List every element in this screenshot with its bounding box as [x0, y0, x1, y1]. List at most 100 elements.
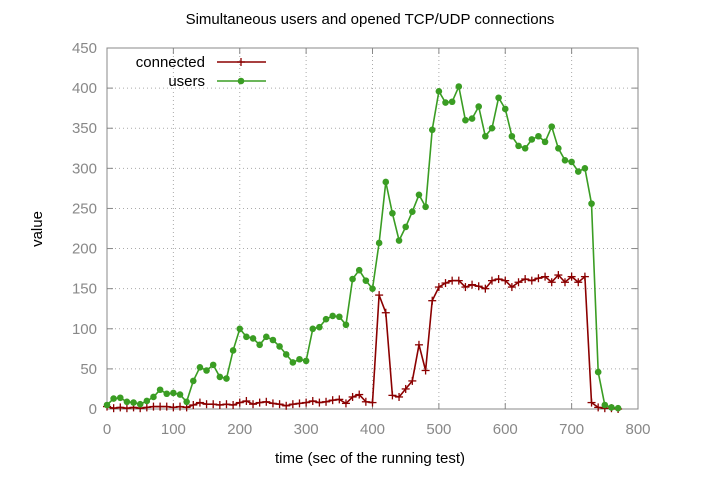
data-point-connected	[487, 276, 496, 285]
data-point-users	[216, 373, 224, 381]
x-tick-label: 800	[625, 421, 650, 438]
data-point-connected	[322, 397, 331, 406]
data-point-users	[170, 389, 177, 397]
data-point-users	[329, 312, 336, 320]
data-point-connected	[401, 384, 410, 393]
data-point-connected	[468, 280, 477, 289]
data-point-connected	[288, 400, 297, 409]
data-point-users	[203, 367, 210, 374]
data-point-connected	[381, 308, 390, 317]
series-line-connected	[106, 273, 619, 410]
data-point-connected	[189, 400, 198, 409]
data-point-users	[116, 394, 124, 402]
data-point-users	[409, 208, 416, 215]
y-tick-label: 150	[72, 281, 97, 298]
data-point-connected	[461, 283, 470, 292]
y-axis-label: value	[29, 211, 46, 247]
data-point-connected	[554, 271, 563, 280]
x-tick-label: 700	[559, 421, 584, 438]
data-point-users	[428, 126, 436, 134]
data-point-users	[369, 285, 376, 292]
data-point-users	[130, 399, 137, 406]
x-tick-label: 300	[294, 421, 319, 438]
data-point-connected	[275, 400, 284, 409]
data-point-connected	[474, 282, 483, 291]
data-point-connected	[295, 399, 304, 408]
data-point-connected	[162, 402, 171, 411]
legend-marker-users	[237, 77, 245, 85]
data-point-users	[535, 132, 542, 140]
data-point-users	[355, 266, 363, 274]
data-point-users	[448, 98, 456, 106]
x-tick-label: 600	[493, 421, 518, 438]
data-point-connected	[547, 278, 556, 287]
x-tick-label: 0	[103, 421, 111, 438]
data-point-users	[309, 325, 317, 333]
data-point-connected	[195, 398, 204, 407]
y-tick-label: 300	[72, 160, 97, 177]
data-point-connected	[235, 398, 244, 407]
data-point-users	[322, 315, 330, 323]
data-point-users	[389, 209, 396, 217]
data-point-users	[256, 341, 263, 349]
data-point-users	[269, 336, 277, 344]
data-point-connected	[249, 400, 258, 409]
data-point-connected	[408, 376, 417, 385]
data-point-connected	[574, 278, 583, 287]
data-point-connected	[541, 272, 550, 281]
y-tick-label: 100	[72, 321, 97, 338]
data-point-users	[296, 355, 303, 363]
legend-sample-connected	[217, 58, 266, 66]
data-point-users	[375, 239, 383, 247]
data-point-connected	[109, 404, 118, 413]
series-connected	[103, 271, 623, 413]
y-tick-label: 50	[80, 361, 97, 378]
y-tick-label: 250	[72, 200, 97, 217]
data-point-connected	[222, 400, 231, 409]
data-point-users	[482, 132, 489, 140]
series	[103, 83, 623, 413]
data-point-users	[475, 103, 483, 110]
data-point-connected	[335, 395, 344, 404]
data-point-users	[103, 401, 111, 409]
data-point-connected	[567, 272, 576, 281]
data-point-users	[209, 361, 217, 369]
data-point-connected	[514, 278, 523, 287]
y-tick-label: 450	[72, 40, 97, 57]
data-point-users	[488, 124, 496, 132]
data-point-users	[110, 395, 117, 402]
data-point-users	[189, 377, 197, 385]
data-point-users	[150, 393, 157, 401]
data-point-users	[276, 343, 283, 350]
data-point-connected	[302, 398, 311, 407]
data-point-connected	[229, 400, 238, 409]
data-point-connected	[348, 392, 357, 401]
data-point-connected	[176, 402, 185, 411]
data-point-users	[515, 142, 522, 150]
data-point-connected	[368, 398, 377, 407]
data-point-connected	[434, 283, 443, 292]
data-point-connected	[481, 284, 490, 293]
legend-sample-users	[217, 77, 266, 85]
data-point-connected	[428, 296, 437, 305]
data-point-users	[442, 99, 449, 106]
data-point-users	[223, 375, 230, 382]
data-point-users	[236, 325, 244, 333]
x-axis-label: time (sec of the running test)	[275, 450, 465, 467]
data-point-users	[528, 136, 536, 143]
data-point-connected	[242, 396, 251, 405]
data-point-users	[196, 363, 204, 371]
data-point-users	[614, 404, 622, 412]
data-point-connected	[341, 399, 350, 408]
data-point-connected	[395, 392, 404, 401]
y-tick-label: 350	[72, 120, 97, 137]
data-point-connected	[142, 403, 151, 412]
data-point-users	[382, 178, 390, 186]
data-point-users	[349, 275, 356, 283]
x-tick-label: 400	[360, 421, 385, 438]
x-tick-label: 100	[161, 421, 186, 438]
data-point-users	[395, 237, 403, 244]
data-point-connected	[441, 279, 450, 288]
